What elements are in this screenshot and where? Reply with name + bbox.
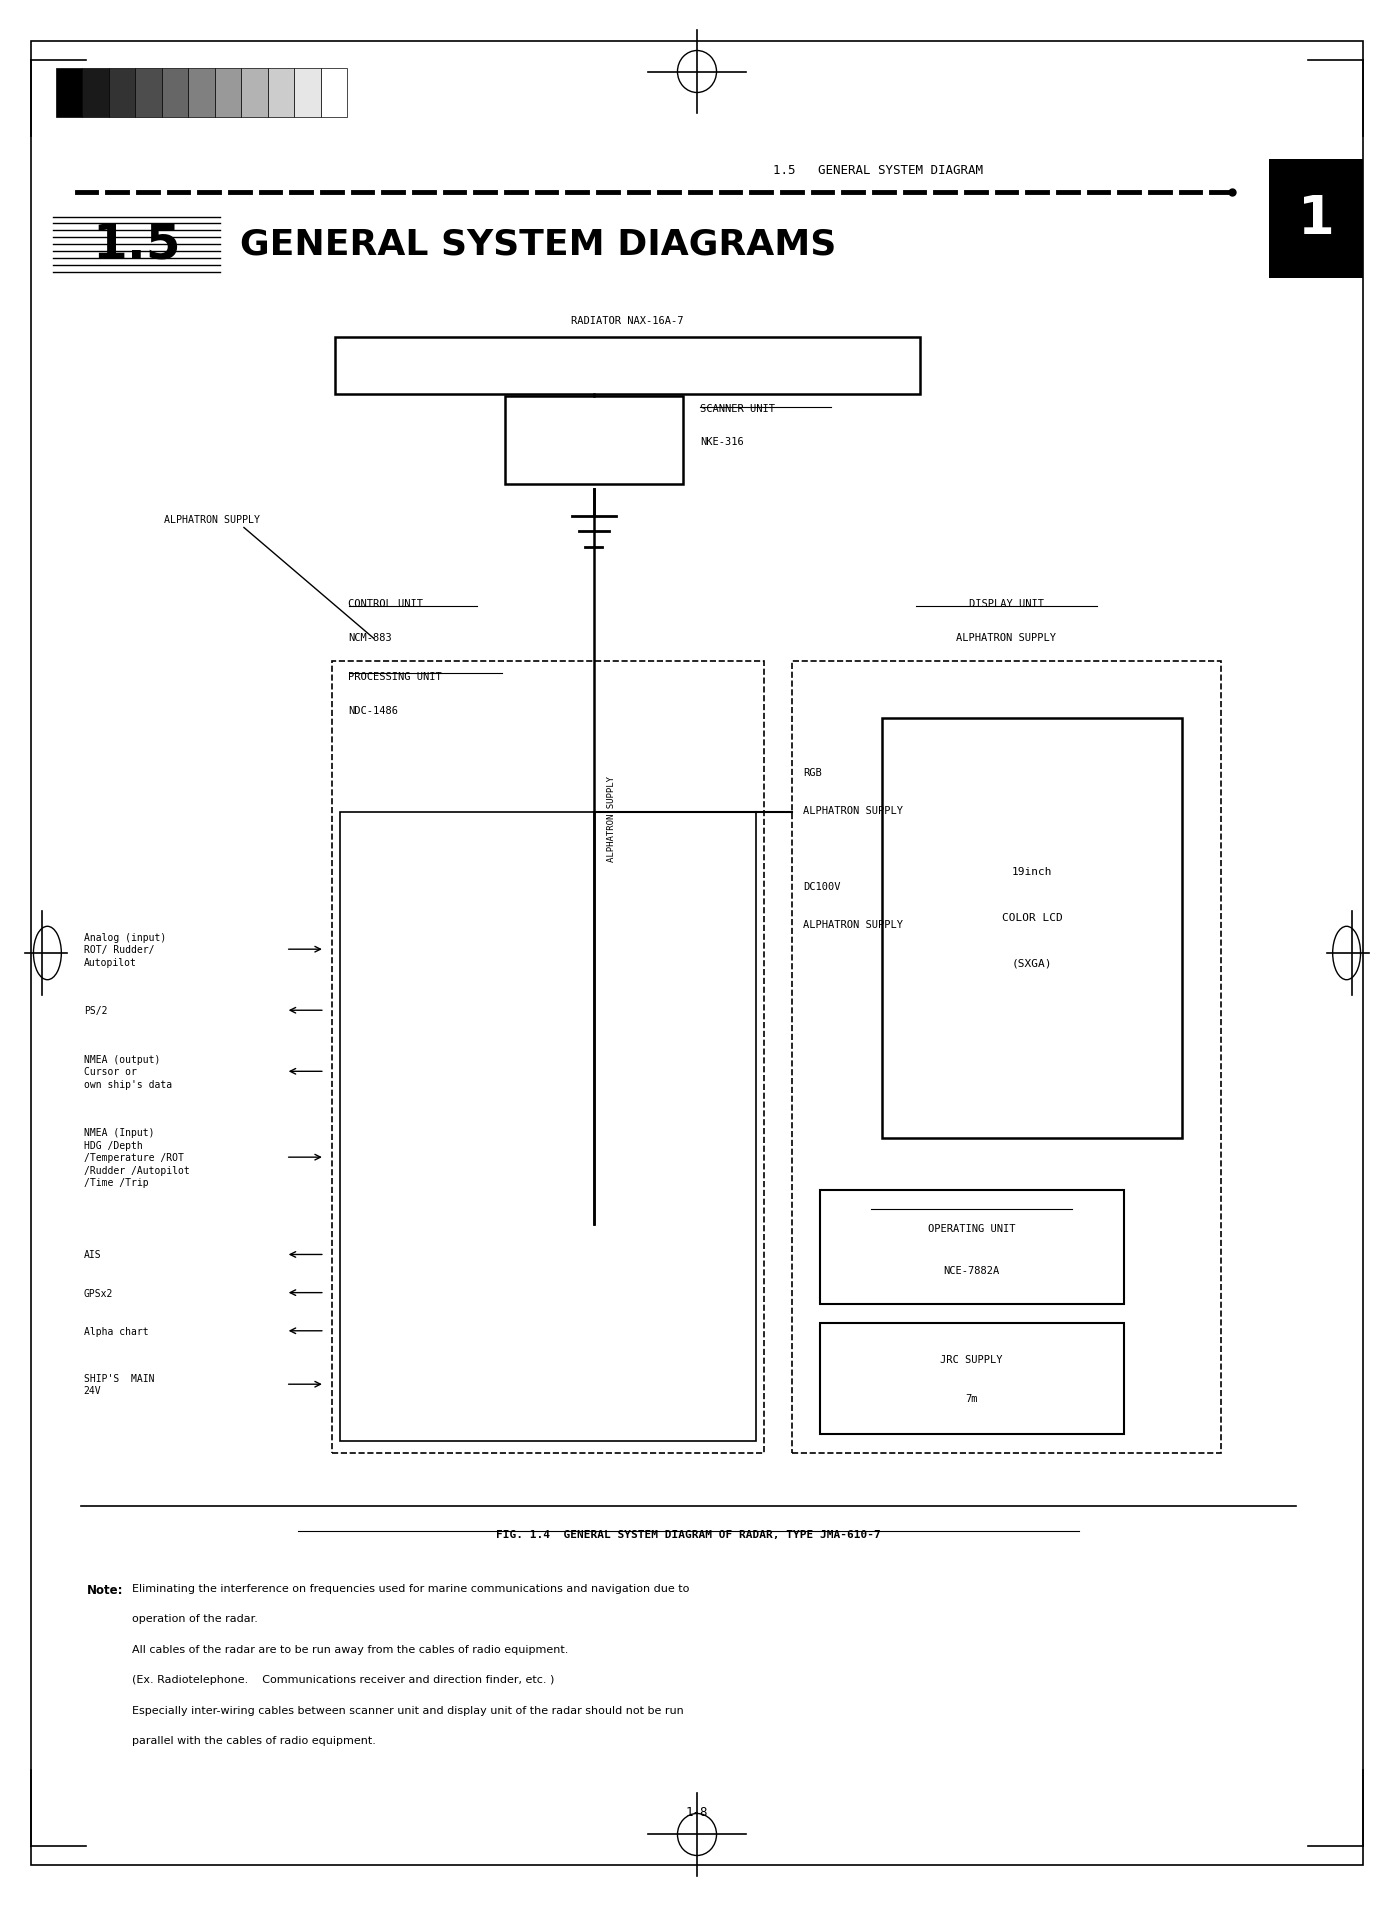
Text: Especially inter-wiring cables between scanner unit and display unit of the rada: Especially inter-wiring cables between s… [125, 1705, 684, 1714]
Bar [340, 812, 756, 1442]
Text: NMEA (Input)
HDG /Depth
/Temperature /ROT
/Rudder /Autopilot
/Time /Trip: NMEA (Input) HDG /Depth /Temperature /RO… [84, 1127, 190, 1188]
Bar [505, 397, 683, 484]
Bar [332, 662, 764, 1453]
Bar [294, 69, 321, 118]
Text: operation of the radar.: operation of the radar. [125, 1613, 258, 1623]
Bar [268, 69, 294, 118]
Text: DISPLAY UNIT: DISPLAY UNIT [969, 599, 1044, 608]
Bar [820, 1323, 1124, 1434]
Text: parallel with the cables of radio equipment.: parallel with the cables of radio equipm… [125, 1735, 376, 1745]
Bar [188, 69, 215, 118]
Bar [321, 69, 347, 118]
Bar [109, 69, 135, 118]
Text: PS/2: PS/2 [84, 1005, 107, 1016]
Text: PROCESSING UNIT: PROCESSING UNIT [348, 671, 442, 681]
Text: 7m: 7m [966, 1392, 977, 1404]
Text: OPERATING UNIT: OPERATING UNIT [928, 1222, 1015, 1234]
Text: GENERAL SYSTEM DIAGRAMS: GENERAL SYSTEM DIAGRAMS [240, 227, 836, 261]
Text: SCANNER UNIT: SCANNER UNIT [700, 404, 775, 414]
Text: NCE-7882A: NCE-7882A [944, 1264, 999, 1276]
Text: (Ex. Radiotelephone.    Communications receiver and direction finder, etc. ): (Ex. Radiotelephone. Communications rece… [125, 1674, 555, 1684]
Text: FIG. 1.4  GENERAL SYSTEM DIAGRAM OF RADAR, TYPE JMA-610-7: FIG. 1.4 GENERAL SYSTEM DIAGRAM OF RADAR… [496, 1529, 881, 1539]
Bar [820, 1190, 1124, 1304]
Text: 1.5: 1.5 [92, 219, 181, 269]
Text: ALPHATRON SUPPLY: ALPHATRON SUPPLY [803, 919, 903, 931]
Bar [792, 662, 1221, 1453]
Text: All cables of the radar are to be run away from the cables of radio equipment.: All cables of the radar are to be run aw… [125, 1644, 569, 1653]
Text: GPSx2: GPSx2 [84, 1287, 113, 1299]
Bar [135, 69, 162, 118]
Text: COLOR LCD: COLOR LCD [1002, 912, 1062, 923]
Text: Eliminating the interference on frequencies used for marine communications and n: Eliminating the interference on frequenc… [125, 1583, 690, 1592]
Text: ALPHATRON SUPPLY: ALPHATRON SUPPLY [956, 633, 1057, 643]
Text: NDC-1486: NDC-1486 [348, 706, 399, 715]
Text: DC100V: DC100V [803, 881, 841, 892]
Bar [882, 719, 1182, 1138]
Text: CONTROL UNIT: CONTROL UNIT [348, 599, 424, 608]
Text: JRC SUPPLY: JRC SUPPLY [941, 1354, 1002, 1365]
Text: RGB: RGB [803, 767, 821, 778]
Text: RADIATOR NAX-16A-7: RADIATOR NAX-16A-7 [572, 317, 683, 326]
Bar [215, 69, 241, 118]
Text: Note:: Note: [86, 1583, 123, 1596]
Bar [241, 69, 268, 118]
Text: NCM-883: NCM-883 [348, 633, 392, 643]
Text: ALPHATRON SUPPLY: ALPHATRON SUPPLY [803, 805, 903, 816]
Text: ALPHATRON SUPPLY: ALPHATRON SUPPLY [608, 776, 616, 862]
Bar [82, 69, 109, 118]
Text: NKE-316: NKE-316 [700, 437, 743, 446]
Text: SHIP'S  MAIN
24V: SHIP'S MAIN 24V [84, 1373, 155, 1396]
Text: Alpha chart: Alpha chart [84, 1325, 148, 1337]
Text: ALPHATRON SUPPLY: ALPHATRON SUPPLY [164, 515, 261, 524]
Text: NMEA (output)
Cursor or
own ship's data: NMEA (output) Cursor or own ship's data [84, 1055, 171, 1089]
Bar [56, 69, 82, 118]
Text: 19inch: 19inch [1012, 866, 1052, 877]
Text: (SXGA): (SXGA) [1012, 957, 1052, 969]
Text: AIS: AIS [84, 1249, 102, 1261]
Text: 1-8: 1-8 [686, 1806, 708, 1817]
Text: 1.5   GENERAL SYSTEM DIAGRAM: 1.5 GENERAL SYSTEM DIAGRAM [774, 164, 983, 177]
Bar [335, 338, 920, 395]
Bar [1269, 160, 1363, 278]
Bar [162, 69, 188, 118]
Text: Analog (input)
ROT/ Rudder/
Autopilot: Analog (input) ROT/ Rudder/ Autopilot [84, 933, 166, 967]
Text: 1: 1 [1298, 193, 1334, 246]
